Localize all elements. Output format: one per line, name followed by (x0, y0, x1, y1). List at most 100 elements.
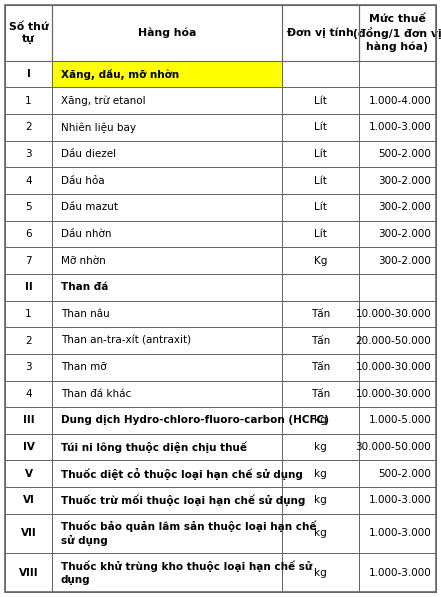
Bar (5, 301, 436, 327)
Text: Xăng, dầu, mỡ nhờn: Xăng, dầu, mỡ nhờn (61, 69, 179, 79)
Text: 4: 4 (25, 176, 32, 186)
Text: 3: 3 (25, 149, 32, 159)
Bar (5, 380, 436, 407)
Bar (282, 61, 359, 88)
Bar (282, 354, 359, 380)
Text: 300-2.000: 300-2.000 (378, 202, 431, 213)
Bar (52, 407, 282, 434)
Text: Thuốc trừ mối thuộc loại hạn chế sử dụng: Thuốc trừ mối thuộc loại hạn chế sử dụng (61, 495, 305, 506)
Text: Mức thuế
(đồng/1 đơn vị
hàng hóa): Mức thuế (đồng/1 đơn vị hàng hóa) (353, 14, 441, 52)
Bar (282, 513, 359, 553)
Bar (282, 487, 359, 513)
Text: Số thứ
tự: Số thứ tự (9, 21, 49, 44)
Text: 1: 1 (25, 309, 32, 319)
Bar (5, 513, 52, 553)
Text: Lít: Lít (314, 122, 327, 133)
Text: VIII: VIII (19, 568, 38, 577)
Bar (359, 327, 436, 354)
Bar (5, 5, 436, 61)
Bar (359, 5, 436, 61)
Text: 500-2.000: 500-2.000 (378, 149, 431, 159)
Bar (52, 61, 282, 88)
Bar (5, 487, 52, 513)
Bar (5, 141, 436, 167)
Bar (52, 301, 282, 327)
Text: 1.000-5.000: 1.000-5.000 (368, 416, 431, 426)
Text: 300-2.000: 300-2.000 (378, 256, 431, 266)
Bar (5, 460, 52, 487)
Bar (5, 114, 436, 141)
Bar (5, 380, 52, 407)
Bar (359, 301, 436, 327)
Bar (5, 167, 436, 194)
Bar (5, 354, 436, 380)
Bar (5, 301, 52, 327)
Text: kg: kg (314, 416, 327, 426)
Bar (52, 114, 282, 141)
Text: Dầu nhờn: Dầu nhờn (61, 229, 112, 239)
Bar (282, 274, 359, 301)
Bar (282, 327, 359, 354)
Bar (5, 354, 52, 380)
Bar (52, 513, 282, 553)
Text: kg: kg (314, 528, 327, 538)
Text: Tấn: Tấn (311, 336, 330, 346)
Text: Thuốc diệt cỏ thuộc loại hạn chế sử dụng: Thuốc diệt cỏ thuộc loại hạn chế sử dụng (61, 467, 303, 480)
Text: VI: VI (22, 496, 34, 506)
Text: 300-2.000: 300-2.000 (378, 229, 431, 239)
Text: Than nâu: Than nâu (61, 309, 110, 319)
Bar (359, 513, 436, 553)
Text: Dầu diezel: Dầu diezel (61, 149, 116, 159)
Bar (359, 274, 436, 301)
Text: 30.000-50.000: 30.000-50.000 (355, 442, 431, 452)
Bar (5, 61, 52, 88)
Text: I: I (26, 69, 30, 79)
Text: kg: kg (314, 469, 327, 479)
Bar (359, 407, 436, 434)
Bar (5, 221, 52, 247)
Text: 5: 5 (25, 202, 32, 213)
Text: 6: 6 (25, 229, 32, 239)
Bar (5, 407, 52, 434)
Text: 7: 7 (25, 256, 32, 266)
Bar (52, 221, 282, 247)
Text: Tấn: Tấn (311, 389, 330, 399)
Bar (359, 194, 436, 221)
Text: 2: 2 (25, 122, 32, 133)
Bar (5, 194, 436, 221)
Bar (52, 88, 282, 114)
Bar (282, 553, 359, 592)
Text: kg: kg (314, 442, 327, 452)
Bar (5, 247, 436, 274)
Text: 500-2.000: 500-2.000 (378, 469, 431, 479)
Text: Thuốc khử trùng kho thuộc loại hạn chế sử
dụng: Thuốc khử trùng kho thuộc loại hạn chế s… (61, 561, 312, 584)
Bar (52, 141, 282, 167)
Bar (359, 167, 436, 194)
Bar (282, 114, 359, 141)
Bar (52, 167, 282, 194)
Bar (52, 247, 282, 274)
Text: Mỡ nhờn: Mỡ nhờn (61, 256, 106, 266)
Bar (282, 167, 359, 194)
Bar (52, 434, 282, 460)
Bar (359, 61, 436, 88)
Bar (5, 327, 52, 354)
Text: Kg: Kg (314, 256, 327, 266)
Bar (5, 167, 52, 194)
Bar (359, 380, 436, 407)
Bar (5, 513, 436, 553)
Bar (52, 194, 282, 221)
Bar (52, 460, 282, 487)
Bar (5, 553, 436, 592)
Bar (359, 114, 436, 141)
Text: 20.000-50.000: 20.000-50.000 (355, 336, 431, 346)
Bar (359, 221, 436, 247)
Bar (282, 88, 359, 114)
Bar (359, 247, 436, 274)
Bar (5, 434, 52, 460)
Bar (359, 487, 436, 513)
Text: 1.000-3.000: 1.000-3.000 (368, 122, 431, 133)
Bar (282, 460, 359, 487)
Bar (5, 194, 52, 221)
Text: Dầu mazut: Dầu mazut (61, 202, 118, 213)
